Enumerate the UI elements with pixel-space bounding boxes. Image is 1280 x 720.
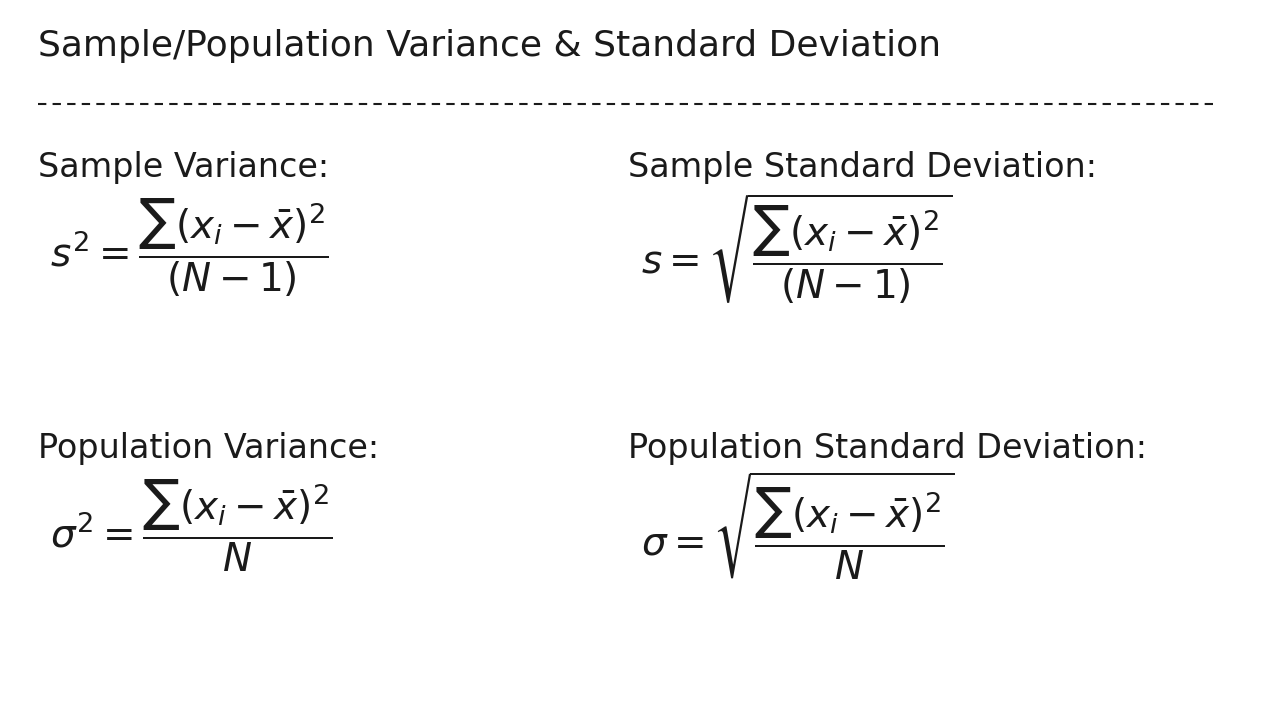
Text: $s = \sqrt{\dfrac{\sum(x_i - \bar{x})^2}{(N-1)}}$: $s = \sqrt{\dfrac{\sum(x_i - \bar{x})^2}… — [641, 191, 952, 306]
Text: $\sigma^2 = \dfrac{\sum(x_i - \bar{x})^2}{N}$: $\sigma^2 = \dfrac{\sum(x_i - \bar{x})^2… — [50, 477, 333, 574]
Text: Sample/Population Variance & Standard Deviation: Sample/Population Variance & Standard De… — [37, 29, 941, 63]
Text: Population Standard Deviation:: Population Standard Deviation: — [628, 432, 1147, 465]
Text: Population Variance:: Population Variance: — [37, 432, 379, 465]
Text: $s^2 = \dfrac{\sum(x_i - \bar{x})^2}{(N-1)}$: $s^2 = \dfrac{\sum(x_i - \bar{x})^2}{(N-… — [50, 197, 329, 300]
Text: Sample Variance:: Sample Variance: — [37, 151, 329, 184]
Text: Sample Standard Deviation:: Sample Standard Deviation: — [628, 151, 1097, 184]
Text: $\sigma = \sqrt{\dfrac{\sum(x_i - \bar{x})^2}{N}}$: $\sigma = \sqrt{\dfrac{\sum(x_i - \bar{x… — [641, 469, 955, 582]
